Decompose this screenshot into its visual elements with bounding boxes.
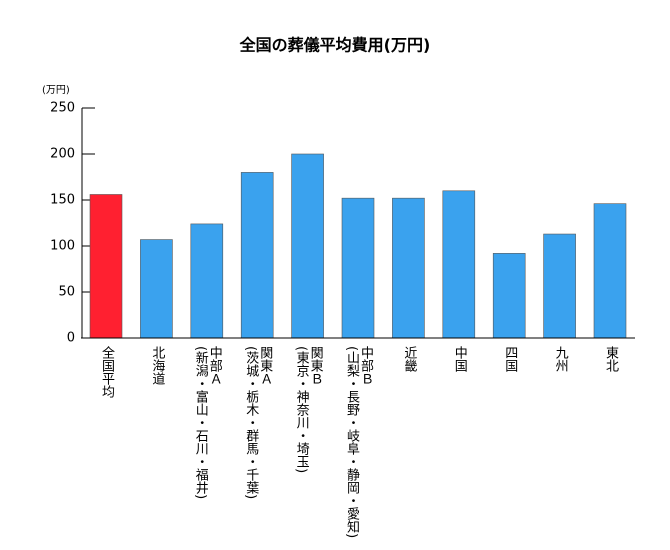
x-tick-label: 関東Ａ (茨城・栃木・群馬・千葉) xyxy=(243,346,273,500)
x-tick-label: 北海道 xyxy=(149,346,165,385)
y-tick-label: 100 xyxy=(50,239,75,254)
x-tick-label: 関東Ｂ (東京・神奈川・埼玉) xyxy=(293,346,323,474)
bar xyxy=(543,233,576,339)
bar xyxy=(341,197,375,339)
x-tick-label: 四国 xyxy=(502,346,518,372)
bar xyxy=(392,197,425,339)
bar xyxy=(593,203,627,339)
bar xyxy=(291,153,324,339)
x-tick-label: 中国 xyxy=(451,346,467,372)
y-tick-label: 0 xyxy=(67,331,75,346)
bar xyxy=(140,239,173,339)
x-tick-label: 全国平均 xyxy=(99,346,114,398)
bar xyxy=(240,172,274,339)
y-tick-label: 50 xyxy=(58,285,75,300)
x-tick-label: 東北 xyxy=(603,346,618,372)
bar xyxy=(89,194,123,339)
x-tick-label: 中部Ｂ (山梨・長野・岐阜・静岡・愛知) xyxy=(344,346,373,539)
chart-title: 全国の葬儀平均費用(万円) xyxy=(239,36,431,55)
x-tick-label: 九州 xyxy=(552,346,568,372)
y-axis-label: (万円) xyxy=(42,85,70,96)
y-tick-label: 150 xyxy=(50,193,75,208)
x-tick-label: 中部Ａ (新潟・富山・石川・福井) xyxy=(192,346,222,500)
y-tick-label: 200 xyxy=(50,147,75,162)
x-tick-label: 近畿 xyxy=(401,346,417,372)
y-tick-label: 250 xyxy=(50,101,75,116)
bar xyxy=(190,223,224,339)
bar xyxy=(492,253,526,339)
bar xyxy=(442,190,476,339)
